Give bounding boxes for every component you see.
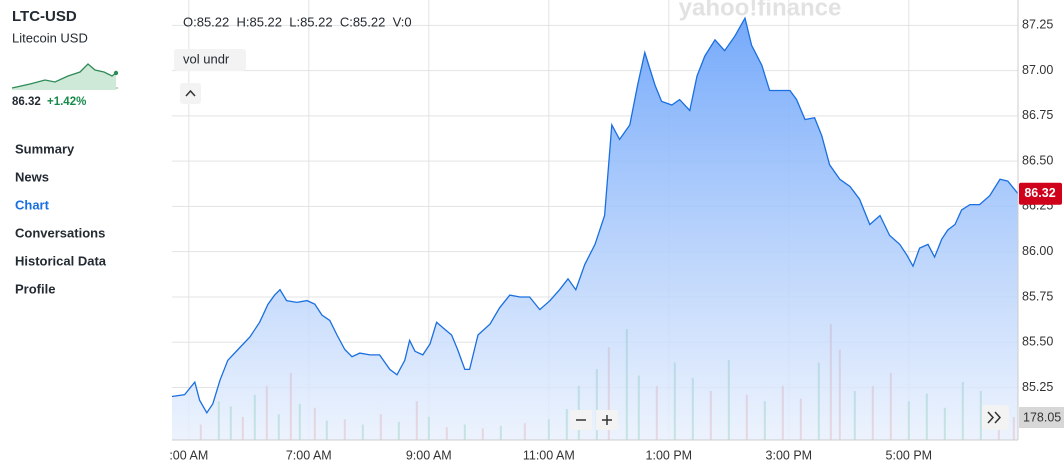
x-tick-label: 3:00 PM — [766, 448, 813, 462]
sparkline — [11, 63, 117, 89]
x-tick-label: 7:00 AM — [286, 448, 332, 462]
y-tick-label: 86.00 — [1022, 244, 1053, 258]
volume-tag-bg — [1019, 407, 1064, 428]
indicator-label[interactable]: vol undr — [183, 51, 230, 66]
sidebar: LTC-USD Litecoin USD 86.32 +1.42% Summar… — [11, 8, 119, 296]
indicator-chip[interactable] — [174, 49, 246, 71]
nav-item[interactable]: Chart — [15, 197, 50, 212]
y-tick-label: 87.25 — [1022, 18, 1053, 32]
price-line — [171, 16, 1019, 415]
collapse-button[interactable] — [180, 83, 201, 104]
y-tick-label: 85.25 — [1022, 380, 1053, 394]
asset-name: Litecoin USD — [12, 30, 88, 45]
nav-item[interactable]: Historical Data — [15, 253, 107, 268]
x-tick-label: :00 AM — [169, 448, 208, 462]
price: 86.32 — [12, 96, 41, 108]
price-tag-bg — [1019, 182, 1062, 205]
x-tick-label: 9:00 AM — [406, 448, 452, 462]
ohlc: O:85.22 H:85.22 L:85.22 C:85.22 V:0 — [183, 14, 412, 29]
nav-item[interactable]: Summary — [15, 141, 75, 156]
y-tick-label: 87.00 — [1022, 63, 1053, 77]
watermark: yahoo!finance — [679, 0, 842, 21]
y-tick-label: 86.75 — [1022, 108, 1053, 122]
volume-tag: 178.05 — [1023, 410, 1061, 424]
x-tick-label: 1:00 PM — [646, 448, 693, 462]
symbol: LTC-USD — [12, 8, 77, 25]
collapse-icon — [185, 89, 196, 97]
sparkline-dot — [113, 70, 119, 76]
nav-item[interactable]: Profile — [15, 281, 55, 296]
chart: 85.2585.5085.7586.0086.2586.5086.7587.00… — [169, 0, 1064, 462]
nav-item[interactable]: Conversations — [15, 225, 105, 240]
x-tick-label: 5:00 PM — [886, 448, 933, 462]
sparkline-fill — [12, 64, 116, 90]
y-tick-label: 85.75 — [1022, 289, 1053, 303]
price-tag: 86.32 — [1024, 186, 1055, 200]
change: +1.42% — [47, 96, 86, 108]
scroll-end[interactable] — [982, 405, 1009, 430]
y-tick-label: 85.50 — [1022, 335, 1053, 349]
nav-item[interactable]: News — [15, 169, 49, 184]
scroll-end-icon — [987, 411, 1002, 424]
nav-menu: Summary News Chart Conversations Historical … — [15, 141, 107, 296]
area-fill — [172, 18, 1018, 440]
zoom-in-icon — [602, 415, 612, 425]
x-tick-label: 11:00 AM — [523, 448, 575, 462]
y-tick-label: 86.50 — [1022, 153, 1053, 167]
